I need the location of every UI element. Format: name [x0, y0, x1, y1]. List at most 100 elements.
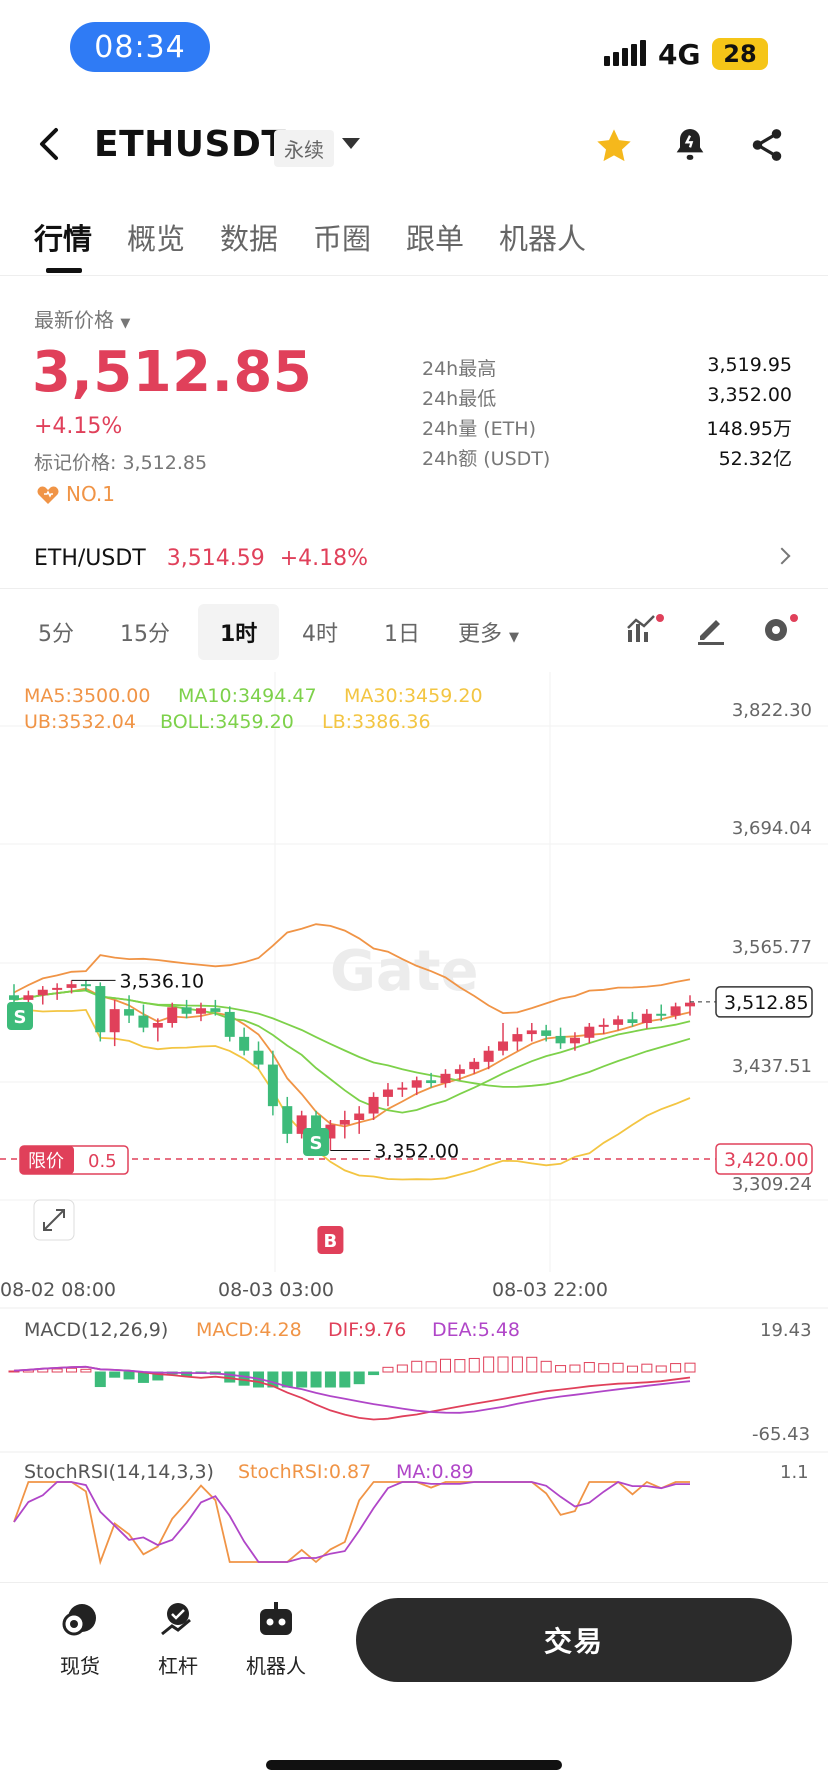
favorite-star-icon[interactable] — [594, 126, 634, 166]
candle-body — [9, 995, 19, 1000]
price-chart[interactable]: Gate MA5:3500.00 MA10:3494.47 MA30:3459.… — [0, 672, 828, 1572]
macd-histogram-bar — [670, 1363, 682, 1373]
robot-label: 机器人 — [246, 1654, 306, 1678]
tab-community[interactable]: 币圈 — [313, 222, 372, 256]
candle-body — [469, 1061, 480, 1070]
tab-market[interactable]: 行情 — [34, 222, 93, 256]
tab-bots[interactable]: 机器人 — [499, 222, 587, 256]
macd-histogram-bar — [382, 1366, 394, 1373]
back-icon[interactable] — [30, 124, 70, 164]
spot-pair-price: 3,514.59 — [166, 546, 265, 571]
candle-body — [584, 1026, 595, 1038]
candle-body — [23, 995, 34, 1000]
candle-body — [426, 1080, 437, 1084]
margin-button[interactable]: 杠杆 — [138, 1600, 218, 1679]
macd-histogram-bar — [66, 1367, 78, 1373]
last-price-label[interactable]: 最新价格 ▼ — [34, 308, 131, 332]
candle-body — [52, 987, 63, 990]
macd-histogram-bar — [526, 1356, 538, 1373]
chart-settings-gear-icon[interactable] — [760, 612, 798, 646]
macd-histogram-bar — [123, 1371, 135, 1380]
candle-body — [138, 1015, 149, 1028]
macd-dea: DEA:5.48 — [432, 1319, 520, 1341]
robot-icon — [260, 1602, 292, 1635]
signal-icon — [604, 40, 646, 66]
candles — [9, 980, 695, 1151]
candle-body — [37, 989, 48, 996]
candle-body — [641, 1013, 652, 1024]
macd-panel — [8, 1356, 696, 1421]
tab-overview[interactable]: 概览 — [127, 222, 186, 256]
candle-body — [124, 1009, 135, 1016]
macd-histogram-bar — [641, 1363, 653, 1373]
interval-1h[interactable]: 1时 — [198, 604, 280, 660]
stat-value-high: 3,519.95 — [707, 354, 792, 376]
ma5-line — [13, 987, 691, 1128]
candle-body — [483, 1050, 494, 1062]
macd-histogram-bar — [583, 1362, 595, 1373]
macd-histogram-bar — [483, 1356, 495, 1373]
macd-label: MACD(12,26,9) — [24, 1319, 168, 1341]
price-alert-bell-icon[interactable] — [670, 124, 710, 164]
macd-dea-line — [13, 1365, 691, 1414]
divider — [0, 588, 828, 589]
candle-body — [598, 1024, 609, 1027]
home-indicator — [266, 1760, 562, 1770]
tab-copy-trading[interactable]: 跟单 — [406, 222, 465, 256]
candle-body — [411, 1080, 422, 1088]
sell-signal-badge-bg — [7, 1002, 33, 1030]
price-axis-label: 3,822.30 — [732, 700, 812, 721]
stat-value-turnover: 52.32亿 — [718, 448, 792, 470]
expand-arrows — [43, 1209, 65, 1231]
symbol-title[interactable]: ETHUSDT — [94, 124, 287, 165]
drawing-pencil-icon[interactable] — [694, 612, 728, 646]
price-axis-label: 3,437.51 — [732, 1056, 812, 1077]
macd-histogram-bar — [339, 1371, 351, 1388]
macd-histogram-bar — [324, 1371, 336, 1388]
share-icon[interactable] — [748, 126, 786, 164]
candle-body — [296, 1115, 307, 1134]
macd-histogram-bar — [8, 1370, 20, 1373]
sell-signal-badge: S — [310, 1133, 323, 1154]
spot-button[interactable]: 现货 — [40, 1600, 120, 1679]
candle-body — [555, 1035, 566, 1044]
robot-button[interactable]: 机器人 — [236, 1600, 316, 1679]
time-label: 08-02 08:00 — [0, 1279, 116, 1301]
interval-15m[interactable]: 15分 — [120, 622, 170, 647]
network-type: 4G — [658, 38, 701, 71]
candle-body — [454, 1069, 465, 1074]
interval-5m[interactable]: 5分 — [38, 622, 74, 647]
macd-histogram-bar — [540, 1360, 552, 1373]
spot-pair-row[interactable]: ETH/USDT 3,514.59 +4.18% — [34, 546, 368, 571]
candle-body — [498, 1041, 509, 1051]
macd-histogram-bar — [353, 1371, 365, 1385]
limit-order-price: 3,420.00 — [724, 1149, 809, 1171]
macd-dif: DIF:9.76 — [328, 1319, 406, 1341]
interval-1d[interactable]: 1日 — [384, 622, 420, 647]
stochrsi-value: StochRSI:0.87 — [238, 1461, 371, 1483]
divider — [0, 1582, 828, 1583]
macd-histogram-bar — [368, 1371, 380, 1376]
trade-button[interactable]: 交易 — [356, 1598, 792, 1682]
spot-label: 现货 — [60, 1654, 100, 1678]
interval-more[interactable]: 更多 ▼ — [458, 622, 520, 647]
indicators-icon[interactable] — [626, 612, 664, 646]
limit-order-tag-left — [20, 1146, 74, 1174]
stat-label-low: 24h最低 — [422, 388, 497, 410]
macd-histogram-bar — [439, 1358, 451, 1373]
candle-body — [382, 1089, 393, 1097]
candle-body — [670, 1006, 681, 1016]
tab-data[interactable]: 数据 — [220, 222, 279, 256]
macd-histogram-bar — [94, 1371, 106, 1388]
symbol-dropdown-icon[interactable] — [342, 138, 360, 149]
boll-mid-line — [13, 989, 691, 1088]
macd-histogram-bar — [238, 1371, 250, 1386]
candle-body — [282, 1106, 293, 1134]
candle-body — [210, 1008, 221, 1012]
spot-pair-change: +4.18% — [279, 546, 369, 571]
margin-label: 杠杆 — [158, 1654, 198, 1678]
chevron-right-icon[interactable] — [773, 547, 791, 565]
interval-4h[interactable]: 4时 — [302, 622, 338, 647]
macd-histogram-bar — [425, 1361, 437, 1373]
low-annotation: 3,352.00 — [374, 1140, 459, 1162]
